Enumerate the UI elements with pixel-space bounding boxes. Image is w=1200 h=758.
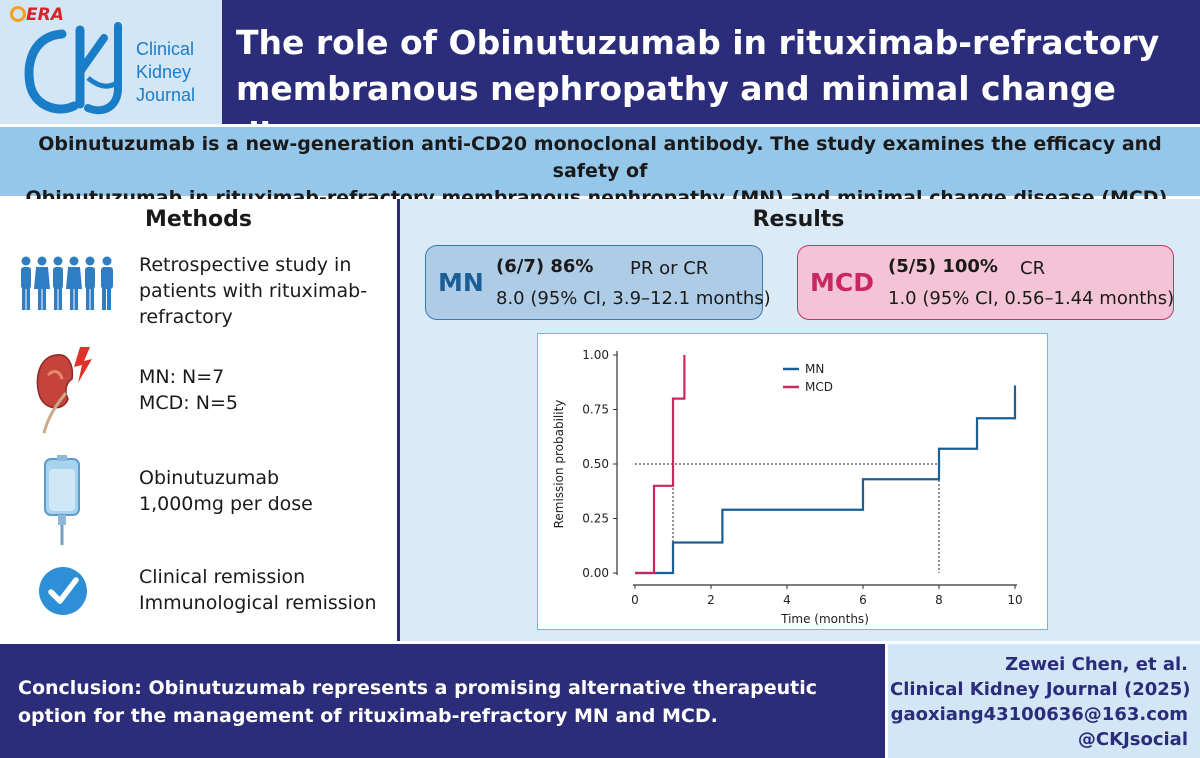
- x-tick-label: 2: [707, 593, 715, 607]
- legend-label-mcd: MCD: [805, 380, 833, 394]
- methods-item-sample: MN: N=7 MCD: N=5: [139, 366, 238, 414]
- remission-chart: 0.00 0.25 0.50 0.75 1.00 0 2 4 6 8 10 Time (months)…: [552, 348, 1023, 626]
- chart-frame: [537, 333, 1048, 630]
- methods-item-outcomes: Clinical remission Immunological remissi…: [139, 566, 377, 614]
- mn-outcome: PR or CR: [630, 258, 709, 279]
- ckj-logo-icon: [24, 22, 122, 115]
- y-axis-label: Remission probability: [552, 400, 566, 529]
- mcd-time: 1.0 (95% CI, 0.56–1.44 months): [888, 288, 1175, 309]
- people-icon: [21, 256, 113, 310]
- x-tick-label: 6: [859, 593, 867, 607]
- journal-name: Clinical Kidney Journal: [136, 39, 196, 105]
- citation-panel: [885, 641, 1200, 758]
- mn-stat: (6/7) 86%: [496, 256, 594, 277]
- x-axis-label: Time (months): [780, 612, 869, 626]
- mn-label: MN: [438, 268, 484, 297]
- series-line-mn: [635, 385, 1017, 575]
- methods-item-dose: Obinutuzumab 1,000mg per dose: [139, 467, 313, 515]
- era-logo: ERA: [10, 5, 64, 25]
- mn-result-card: [425, 245, 763, 320]
- results-title: Results: [752, 207, 845, 232]
- citation-authors: Zewei Chen, et al.: [1005, 654, 1188, 675]
- y-tick-label: 1.00: [582, 348, 609, 362]
- x-tick-label: 4: [783, 593, 791, 607]
- legend-label-mn: MN: [805, 362, 824, 376]
- y-tick-label: 0.25: [582, 512, 609, 526]
- mcd-outcome: CR: [1020, 258, 1046, 279]
- conclusion-band: [0, 641, 885, 758]
- mcd-label: MCD: [810, 268, 874, 297]
- y-tick-label: 0.50: [582, 457, 609, 471]
- methods-item-study: Retrospective study in patients with rit…: [139, 254, 368, 328]
- methods-title: Methods: [145, 207, 252, 232]
- mcd-result-card: [797, 245, 1174, 320]
- title-banner: [222, 0, 1200, 124]
- kidney-icon: [36, 347, 92, 434]
- y-tick-label: 0.75: [582, 403, 609, 417]
- series-line-mcd: [635, 355, 686, 575]
- intro-band: [0, 124, 1200, 196]
- mn-time: 8.0 (95% CI, 3.9–12.1 months): [496, 288, 771, 309]
- citation: Zewei Chen, et al. Clinical Kidney Journ…: [890, 652, 1191, 752]
- iv-bag-icon: [44, 455, 80, 545]
- x-tick-label: 0: [631, 593, 639, 607]
- mcd-stat: (5/5) 100%: [888, 256, 998, 277]
- conclusion-text: Conclusion: Obinutuzumab represents a pr…: [18, 677, 818, 727]
- x-tick-label: 10: [1007, 593, 1022, 607]
- citation-journal: Clinical Kidney Journal (2025): [890, 679, 1191, 700]
- checkmark-icon: [39, 567, 87, 615]
- y-tick-label: 0.00: [582, 566, 609, 580]
- citation-email[interactable]: gaoxiang43100636@163.com: [890, 704, 1188, 725]
- x-tick-label: 8: [935, 593, 943, 607]
- citation-social[interactable]: @CKJsocial: [1077, 729, 1188, 750]
